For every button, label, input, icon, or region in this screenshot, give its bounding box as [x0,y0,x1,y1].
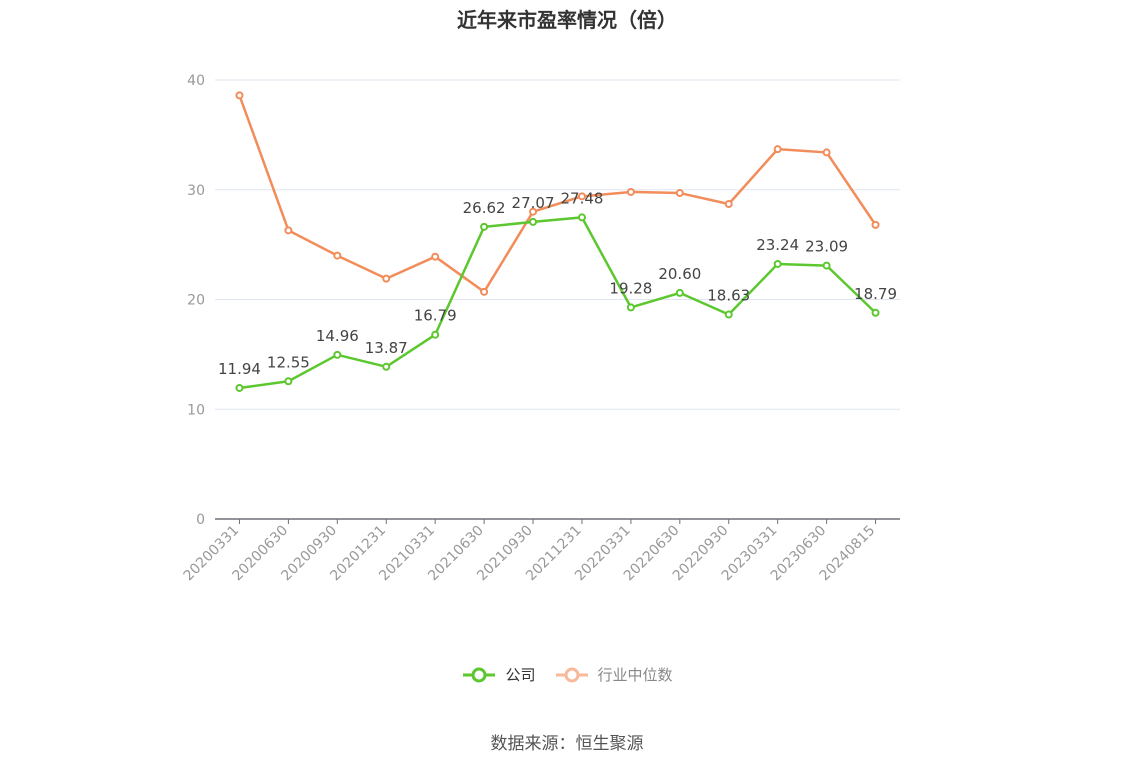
industry-point [382,274,391,283]
y-tick-label: 0 [196,512,205,528]
legend-item-industry[interactable]: 行业中位数 [554,664,673,685]
industry-point [431,252,440,261]
legend-company-label: 公司 [505,666,536,684]
industry-point [333,251,342,260]
y-tick-label: 40 [187,73,205,89]
industry-point [773,145,782,154]
company-point [529,217,538,226]
x-axis [215,518,900,524]
data-label: 16.79 [414,307,457,325]
data-label: 13.87 [365,339,408,357]
industry-point [235,91,244,100]
company-point [431,330,440,339]
company-point [724,310,733,319]
data-label: 23.09 [805,238,848,256]
data-label: 27.48 [560,189,603,207]
data-label: 26.62 [463,199,506,217]
company-point [333,350,342,359]
legend-industry-label: 行业中位数 [597,666,673,684]
industry-point [724,200,733,209]
company-point [626,303,635,312]
company-point [382,362,391,371]
legend-company-icon [463,667,496,682]
data-label: 19.28 [609,279,652,297]
company-point [235,383,244,392]
industry-point [626,187,635,196]
legend-industry-icon [555,667,588,682]
company-point [871,308,880,317]
data-label: 27.07 [512,194,555,212]
series-lines [235,91,880,392]
legend-item-company[interactable]: 公司 [461,664,536,685]
industry-point [675,189,684,198]
data-label: 23.24 [756,236,799,254]
company-point [480,222,489,231]
industry-point [577,192,586,201]
legend: 公司 行业中位数 [0,664,1134,685]
y-axis-labels: 0 10 20 30 40 [187,73,205,528]
data-source-note: 数据来源：恒生聚源 [490,734,644,754]
company-point [822,261,831,270]
industry-point [822,148,831,157]
chart-title: 近年来市盈率情况（倍） [457,8,677,32]
industry-line [238,94,877,294]
company-point [284,377,293,386]
company-line [239,216,877,390]
company-point [577,213,586,222]
data-label: 12.55 [267,353,310,371]
data-label: 14.96 [316,327,359,345]
data-label: 18.79 [854,285,897,303]
grid-lines [215,79,900,410]
data-label: 18.63 [707,287,750,305]
y-tick-label: 30 [187,183,205,199]
y-tick-label: 10 [187,402,205,418]
industry-point [480,287,489,296]
y-tick-label: 20 [187,293,205,309]
company-point [773,259,782,268]
company-point [675,288,684,297]
line-chart: 0 10 20 30 40 202003312020063020200930202012… [181,73,900,585]
x-axis-labels: 2020033120200630202009302020123120210331… [181,523,879,585]
industry-point [871,220,880,229]
data-labels: 11.94 12.55 14.96 13.87 16.79 26.62 27.07 27.48… [218,189,897,378]
data-label: 20.60 [658,265,701,283]
industry-point [529,207,538,216]
data-label: 11.94 [218,360,261,378]
industry-point [284,226,293,235]
